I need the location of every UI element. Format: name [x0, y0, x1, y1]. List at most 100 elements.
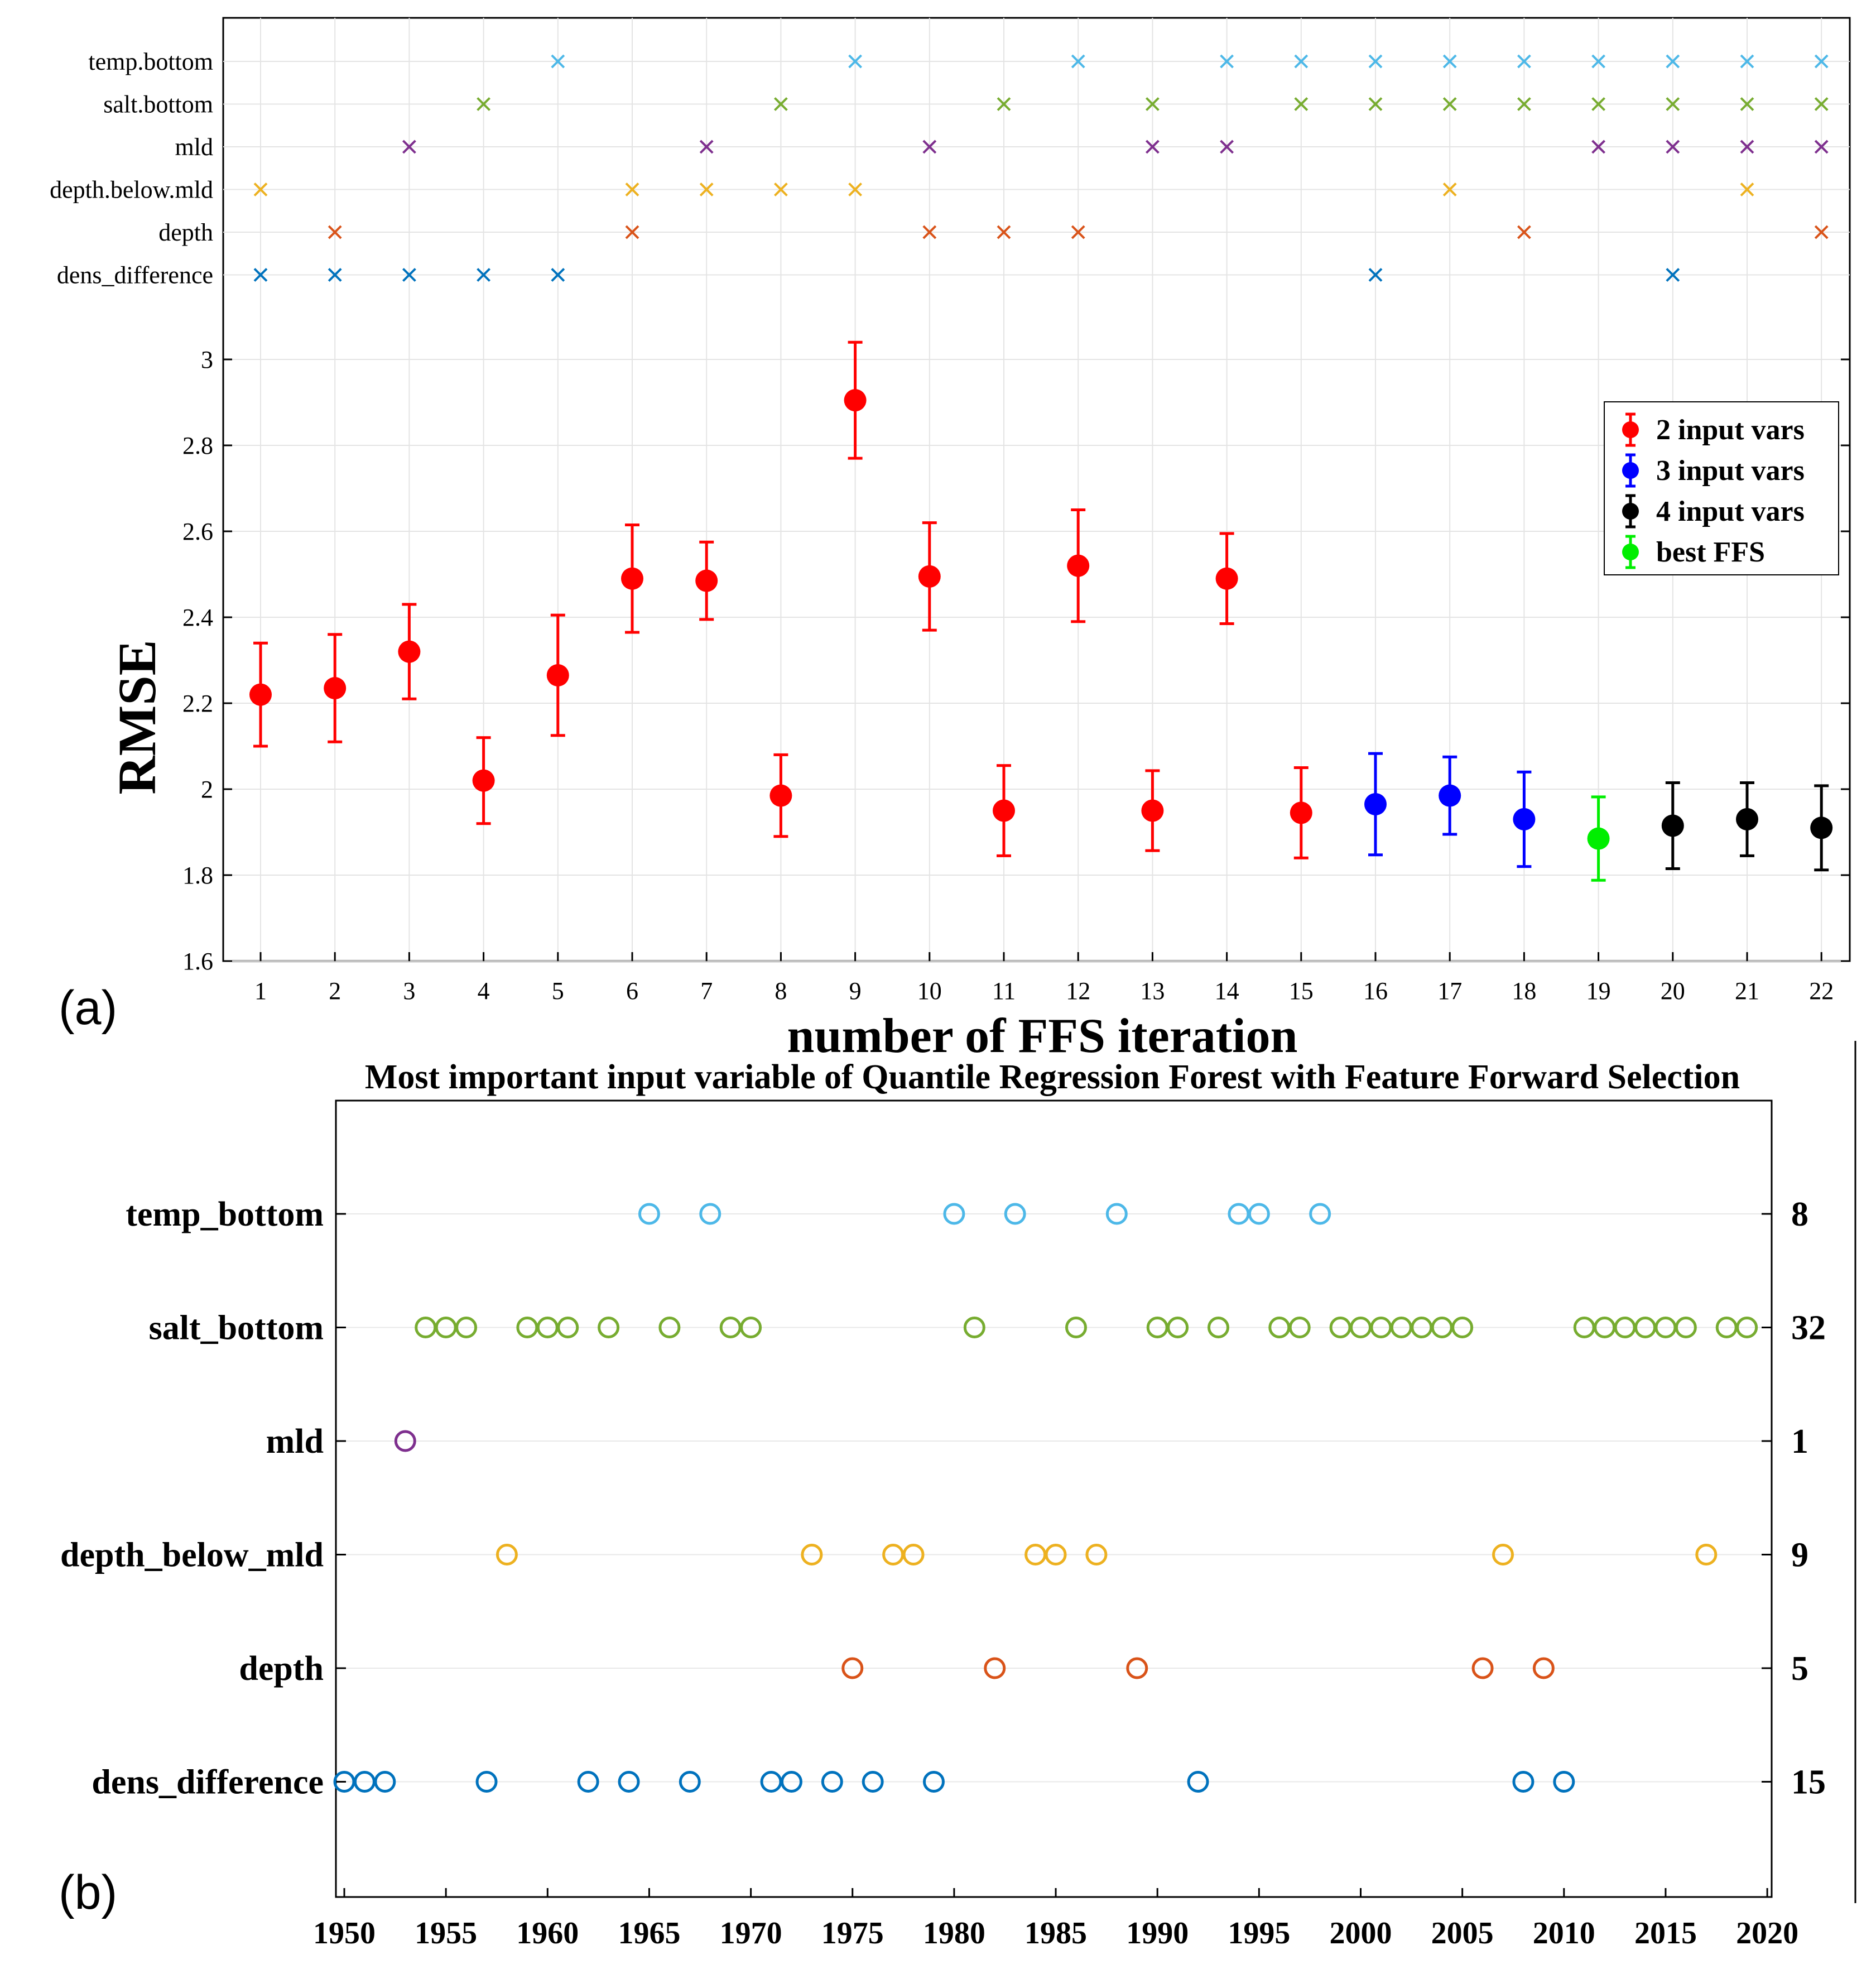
panel-a: 1.61.822.22.42.62.83 1 2 3 4 5 6 7 8 9 10 11 12 13 14… — [50, 17, 1851, 1063]
year-marker-salt-bottom-1993 — [1207, 1317, 1229, 1338]
year-marker-dens-difference-1967 — [679, 1771, 701, 1793]
year-marker-dens-difference-2010 — [1553, 1771, 1575, 1793]
category-label-mld: mld — [266, 1423, 324, 1461]
selection-marker-dens-difference-20 — [1666, 268, 1680, 282]
x-tick-label-3: 3 — [403, 977, 415, 1005]
year-marker-salt-bottom-2019 — [1736, 1317, 1758, 1338]
selection-marker-dens-difference-4 — [477, 268, 491, 282]
x-tick-label-21: 21 — [1735, 977, 1759, 1005]
legend-label-4-input-vars: 4 input vars — [1656, 496, 1805, 527]
selection-marker-salt-bottom-20 — [1666, 97, 1680, 111]
selection-marker-mld-3 — [402, 140, 416, 154]
point-2-input-vars-iter-4 — [472, 736, 495, 825]
year-marker-temp-bottom-1965 — [638, 1203, 660, 1225]
point-2-input-vars-iter-3 — [398, 603, 421, 700]
x-tick-label-18: 18 — [1512, 977, 1536, 1005]
selection-marker-dens-difference-3 — [402, 268, 416, 282]
selection-marker-depth-below-mld-8 — [773, 183, 788, 196]
panel-b-title: Most important input variable of Quantil… — [365, 1058, 1740, 1096]
panel-b-plot-frame — [335, 1099, 1773, 1898]
selection-marker-depth-6 — [625, 225, 639, 239]
selection-marker-salt-bottom-4 — [477, 97, 491, 111]
selection-marker-temp-bottom-5 — [551, 54, 565, 69]
legend-item-3-input-vars: 3 input vars — [1622, 453, 1805, 488]
selection-marker-dens-difference-5 — [551, 268, 565, 282]
marker-2-input-vars-6 — [621, 567, 643, 590]
year-marker-salt-bottom-1981 — [963, 1317, 985, 1338]
selection-marker-depth-below-mld-7 — [699, 183, 714, 196]
selection-marker-salt-bottom-15 — [1294, 97, 1309, 111]
point-2-input-vars-iter-13 — [1141, 769, 1164, 852]
x-tick-label-15: 15 — [1289, 977, 1314, 1005]
point-3-input-vars-iter-18 — [1513, 770, 1536, 868]
legend-marker-4-input-vars — [1622, 503, 1639, 520]
marker-4-input-vars-22 — [1810, 817, 1833, 839]
year-marker-depth-1982 — [984, 1657, 1006, 1679]
year-marker-salt-bottom-1997 — [1288, 1317, 1311, 1338]
x-tick-label-4: 4 — [478, 977, 490, 1005]
point-2-input-vars-iter-12 — [1067, 508, 1090, 623]
b-x-tick-label-1975: 1975 — [821, 1916, 884, 1951]
point-2-input-vars-iter-7 — [695, 540, 718, 621]
b-x-tick-label-1985: 1985 — [1024, 1916, 1087, 1951]
b-x-tick-label-2005: 2005 — [1431, 1916, 1494, 1951]
selection-marker-mld-14 — [1220, 140, 1234, 154]
point-2-input-vars-iter-1 — [249, 641, 272, 748]
category-label-dens-difference: dens_difference — [92, 1764, 324, 1802]
b-x-tick-label-1995: 1995 — [1228, 1916, 1290, 1951]
selection-marker-depth-2 — [328, 225, 342, 239]
selection-marker-temp-bottom-15 — [1294, 54, 1309, 69]
x-tick-label-10: 10 — [917, 977, 942, 1005]
selection-marker-salt-bottom-11 — [997, 97, 1011, 111]
legend-marker-3-input-vars — [1622, 462, 1639, 479]
selection-marker-salt-bottom-8 — [773, 97, 788, 111]
selection-marker-mld-22 — [1814, 140, 1829, 154]
point-2-input-vars-iter-6 — [621, 523, 643, 634]
year-marker-salt-bottom-1991 — [1167, 1317, 1189, 1338]
selection-marker-mld-7 — [699, 140, 714, 154]
selection-marker-temp-bottom-21 — [1740, 54, 1754, 69]
point-best-ffs-iter-19 — [1587, 795, 1610, 882]
selection-marker-depth-12 — [1071, 225, 1085, 239]
y-tick-label-1-8: 1.8 — [182, 862, 213, 889]
selection-marker-depth-11 — [997, 225, 1011, 239]
selection-marker-depth-below-mld-6 — [625, 183, 639, 196]
b-x-tick-label-2000: 2000 — [1330, 1916, 1392, 1951]
point-3-input-vars-iter-17 — [1439, 755, 1461, 836]
panel-a-label: (a) — [59, 981, 117, 1035]
year-marker-temp-bottom-1980 — [943, 1203, 965, 1225]
selection-marker-temp-bottom-16 — [1368, 54, 1383, 69]
year-marker-salt-bottom-1961 — [557, 1317, 579, 1338]
year-marker-temp-bottom-1983 — [1004, 1203, 1026, 1225]
category-label-temp-bottom: temp_bottom — [126, 1195, 324, 1233]
b-x-tick-label-2015: 2015 — [1634, 1916, 1697, 1951]
selection-marker-temp-bottom-20 — [1666, 54, 1680, 69]
row-label-temp-bottom: temp.bottom — [88, 48, 213, 75]
selection-marker-salt-bottom-18 — [1517, 97, 1531, 111]
marker-2-input-vars-8 — [769, 784, 792, 807]
point-2-input-vars-iter-15 — [1290, 766, 1312, 859]
point-4-input-vars-iter-20 — [1661, 781, 1684, 870]
legend-items: 2 input vars 3 input vars 4 input vars best… — [1622, 412, 1805, 569]
year-marker-depth-below-mld-1958 — [496, 1544, 518, 1565]
row-label-depth: depth — [158, 219, 213, 246]
year-marker-dens-difference-1974 — [821, 1771, 843, 1793]
year-marker-mld-1953 — [394, 1430, 416, 1452]
b-x-tick-label-1950: 1950 — [313, 1916, 376, 1951]
b-x-tick-label-2010: 2010 — [1533, 1916, 1595, 1951]
selection-marker-salt-bottom-19 — [1591, 97, 1606, 111]
marker-2-input-vars-9 — [844, 389, 867, 412]
y-tick-label-2-4: 2.4 — [182, 604, 213, 631]
selection-marker-salt-bottom-16 — [1368, 97, 1383, 111]
b-x-tick-label-1980: 1980 — [923, 1916, 985, 1951]
selection-marker-temp-bottom-19 — [1591, 54, 1606, 69]
panel-b-label: (b) — [59, 1866, 117, 1919]
y-tick-label-2-2: 2.2 — [182, 690, 213, 717]
marker-best-ffs-19 — [1587, 827, 1610, 850]
row-label-dens-difference: dens_difference — [57, 262, 213, 289]
marker-2-input-vars-3 — [398, 640, 421, 663]
row-label-salt-bottom: salt.bottom — [103, 91, 213, 118]
x-tick-label-17: 17 — [1437, 977, 1462, 1005]
selection-marker-mld-10 — [922, 140, 937, 154]
x-tick-label-11: 11 — [992, 977, 1016, 1005]
